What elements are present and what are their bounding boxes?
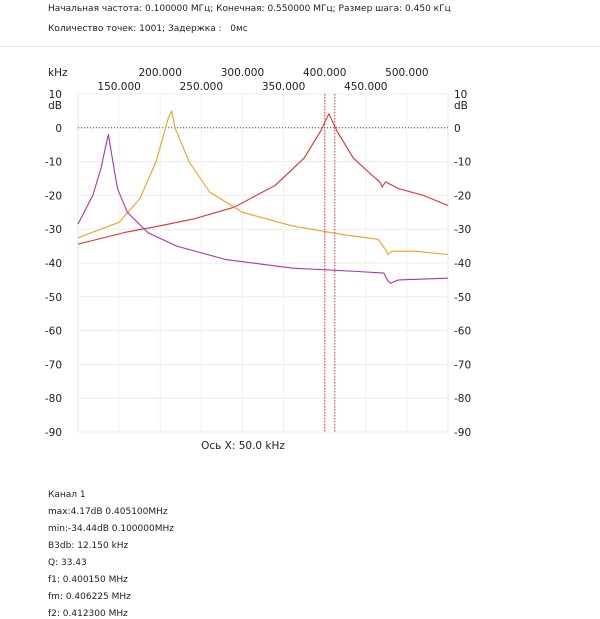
x-axis-label: Ось X: 50.0 kHz: [201, 440, 285, 452]
y-tick-label-left: -60: [45, 326, 62, 338]
y-tick-label-left: -20: [45, 190, 62, 202]
y-tick-label-left: -90: [45, 427, 62, 439]
y-tick-label-right: -40: [454, 258, 471, 270]
series-line-2: [77, 110, 449, 256]
y-tick-label-left: -40: [45, 258, 62, 270]
y-tick-label-left: -30: [45, 224, 62, 236]
y-tick-label-right: 10: [454, 89, 467, 101]
y-tick-label-left: -80: [45, 393, 62, 405]
x-tick-label: 300.000: [221, 67, 264, 79]
x-tick-label: 500.000: [385, 67, 428, 79]
series-line-1: [77, 113, 449, 245]
y-tick-label-right: -60: [454, 326, 471, 338]
y-tick-label-left: -50: [45, 292, 62, 304]
y-tick-label-right: -20: [454, 190, 471, 202]
channel-title: Канал 1: [48, 490, 86, 500]
y-tick-label-right: -90: [454, 427, 471, 439]
x-tick-label: 450.000: [344, 81, 387, 93]
y-tick-label-right: -80: [454, 393, 471, 405]
sweep-settings-line: Начальная частота: 0.100000 МГц; Конечна…: [48, 4, 451, 14]
f2-readout: f2: 0.412300 MHz: [48, 609, 128, 619]
q-factor-readout: Q: 33.43: [48, 558, 87, 568]
y-unit-label-right: dB: [454, 100, 468, 112]
y-tick-label-left: 10: [49, 89, 62, 101]
x-tick-label: 350.000: [262, 81, 305, 93]
x-tick-label: 200.000: [139, 67, 182, 79]
y-unit-label-left: dB: [48, 100, 62, 112]
max-readout: max:4.17dB 0.405100MHz: [48, 507, 168, 517]
x-unit-label: kHz: [48, 67, 68, 79]
y-tick-label-right: 0: [454, 123, 461, 135]
points-delay-line: Количество точек: 1001; Задержка : 0мс: [48, 24, 248, 34]
y-tick-label-right: -10: [454, 157, 471, 169]
y-tick-label-right: -50: [454, 292, 471, 304]
y-tick-label-left: -10: [45, 157, 62, 169]
y-tick-label-left: 0: [55, 123, 62, 135]
x-tick-label: 150.000: [97, 81, 140, 93]
bandwidth-3db-readout: B3db: 12.150 kHz: [48, 541, 129, 551]
header-divider: [0, 46, 600, 47]
min-readout: min:-34.44dB 0.100000MHz: [48, 524, 174, 534]
grid: [78, 93, 448, 433]
f1-readout: f1: 0.400150 MHz: [48, 575, 128, 585]
y-tick-label-right: -70: [454, 359, 471, 371]
series-line-3: [77, 134, 449, 284]
frequency-response-chart[interactable]: 10 10 0 0 -10 -10 -20 -20 -30 -30 -40 -40 -50 -50 -60 -…: [0, 60, 600, 480]
x-tick-label: 400.000: [303, 67, 346, 79]
y-tick-label-left: -70: [45, 359, 62, 371]
y-tick-label-right: -30: [454, 224, 471, 236]
fm-readout: fm: 0.406225 MHz: [48, 592, 131, 602]
x-tick-label: 250.000: [180, 81, 223, 93]
